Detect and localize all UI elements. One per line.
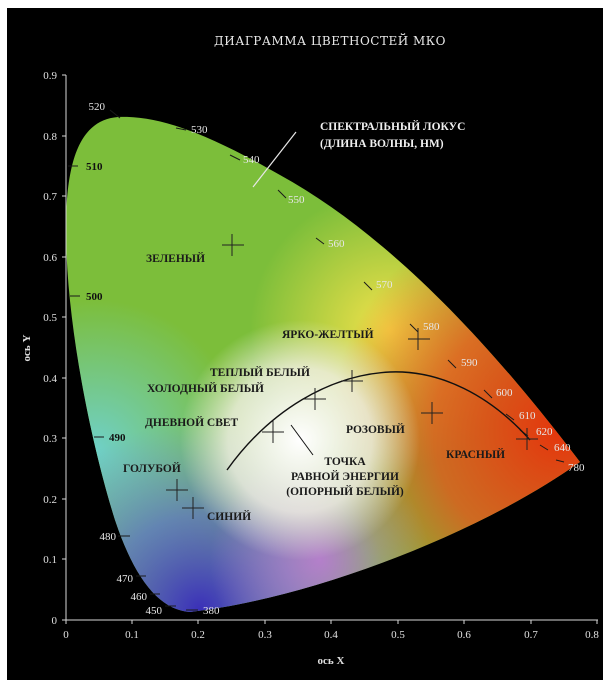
wavelength-label: 610 xyxy=(519,410,536,422)
wavelength-label: 540 xyxy=(243,154,260,166)
wavelength-label: 570 xyxy=(376,279,393,291)
x-tick-label: 0.3 xyxy=(258,629,272,641)
region-label-pink: РОЗОВЫЙ xyxy=(346,422,405,436)
equal-energy-label-line1: ТОЧКА xyxy=(324,456,366,468)
wavelength-label: 560 xyxy=(328,238,345,250)
locus-callout-line2: (ДЛИНА ВОЛНЫ, НМ) xyxy=(320,138,444,150)
x-tick-label: 0.2 xyxy=(191,629,205,641)
wavelength-label: 580 xyxy=(423,321,440,333)
region-label-red: КРАСНЫЙ xyxy=(446,447,505,461)
equal-energy-label-line2: РАВНОЙ ЭНЕРГИИ xyxy=(291,469,399,483)
region-label-warm-white: ТЕПЛЫЙ БЕЛЫЙ xyxy=(210,365,310,379)
y-tick-label: 0.2 xyxy=(43,494,57,506)
y-tick-label: 0.4 xyxy=(43,373,57,385)
y-tick-label: 0.8 xyxy=(43,131,57,143)
wavelength-label: 530 xyxy=(191,124,208,136)
x-tick-labels: 0 0.1 0.2 0.3 0.4 0.5 0.6 0.7 0.8 xyxy=(63,629,599,641)
equal-energy-leader xyxy=(290,424,314,456)
y-tick-label: 0.3 xyxy=(43,433,57,445)
x-tick-label: 0 xyxy=(63,629,69,641)
wavelength-label: 480 xyxy=(100,531,117,543)
y-tick-label: 0 xyxy=(52,615,58,627)
wavelength-label: 450 xyxy=(146,605,163,617)
x-axis-label: ось X xyxy=(318,655,345,667)
region-label-cool-white: ХОЛОДНЫЙ БЕЛЫЙ xyxy=(147,381,264,395)
equal-energy-label-line3: (ОПОРНЫЙ БЕЛЫЙ) xyxy=(286,484,404,498)
x-tick-label: 0.1 xyxy=(125,629,139,641)
y-tick-label: 0.9 xyxy=(43,70,57,82)
wavelength-label: 460 xyxy=(131,591,148,603)
x-tick-label: 0.6 xyxy=(457,629,471,641)
spectral-locus-area xyxy=(66,116,580,612)
region-label-green: ЗЕЛЕНЫЙ xyxy=(146,251,205,265)
wavelength-label: 640 xyxy=(554,442,571,454)
wavelength-label: 500 xyxy=(86,291,103,303)
wavelength-labels: 380 450 460 470 480 490 500 510 520 530 … xyxy=(86,101,585,617)
locus-callout-line xyxy=(252,131,297,188)
wavelength-label: 550 xyxy=(288,194,305,206)
y-tick-labels: 0 0.1 0.2 0.3 0.4 0.5 0.6 0.7 0.8 0.9 xyxy=(43,70,57,627)
wavelength-label: 470 xyxy=(117,573,134,585)
wavelength-label: 380 xyxy=(203,605,220,617)
y-tick-label: 0.5 xyxy=(43,312,57,324)
wavelength-label: 490 xyxy=(109,432,126,444)
axes xyxy=(62,74,598,624)
y-axis-label: ось Y xyxy=(21,335,33,362)
region-label-light-blue: ГОЛУБОЙ xyxy=(123,461,181,475)
x-tick-label: 0.8 xyxy=(585,629,599,641)
y-tick-label: 0.6 xyxy=(43,252,57,264)
region-label-daylight: ДНЕВНОЙ СВЕТ xyxy=(145,415,239,429)
wavelength-label: 520 xyxy=(89,101,106,113)
y-tick-label: 0.1 xyxy=(43,554,57,566)
region-label-bright-yellow: ЯРКО-ЖЕЛТЫЙ xyxy=(282,327,374,341)
diagram-title: ДИАГРАММА ЦВЕТНОСТЕЙ МКО xyxy=(214,32,446,48)
y-tick-label: 0.7 xyxy=(43,191,57,203)
x-tick-label: 0.4 xyxy=(324,629,338,641)
region-label-blue: СИНИЙ xyxy=(207,509,251,523)
wavelength-label: 780 xyxy=(568,462,585,474)
x-tick-label: 0.7 xyxy=(524,629,538,641)
x-tick-label: 0.5 xyxy=(391,629,405,641)
color-point-markers xyxy=(166,234,538,519)
planckian-locus xyxy=(226,371,531,471)
wavelength-label: 590 xyxy=(461,357,478,369)
wavelength-label: 600 xyxy=(496,387,513,399)
wavelength-label: 510 xyxy=(86,161,103,173)
locus-callout-line1: СПЕКТРАЛЬНЫЙ ЛОКУС xyxy=(320,119,465,133)
wavelength-label: 620 xyxy=(536,426,553,438)
